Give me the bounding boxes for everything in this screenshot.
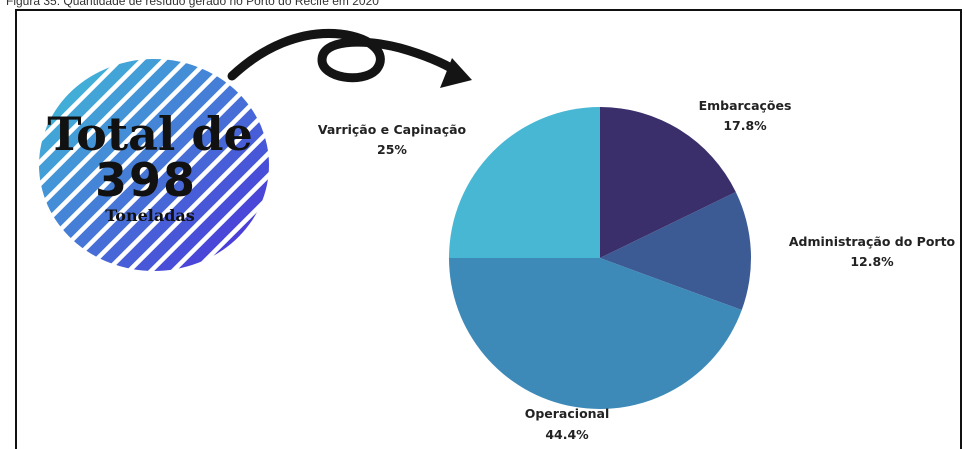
pie-slice-1 — [600, 191, 751, 311]
label-varricao-name: Varrição e Capinação — [318, 122, 467, 137]
badge-stripe — [166, 59, 269, 271]
figure-caption: Figura 35: Quantidade de resíduo gerado … — [6, 0, 379, 8]
badge-line1: Total de — [47, 107, 253, 161]
curly-arrow-icon — [227, 28, 472, 88]
badge-stripe — [39, 59, 233, 271]
label-administracao-value: 12.8% — [850, 254, 894, 269]
badge-stripe — [39, 59, 167, 271]
badge-stripe — [0, 50, 9, 285]
badge-stripe — [232, 59, 269, 271]
pie-slice-2 — [449, 258, 742, 409]
label-operacional-name: Operacional — [525, 406, 610, 421]
badge-stripe — [0, 50, 31, 285]
label-administracao-name: Administração do Porto — [789, 234, 956, 249]
slice-labels: Embarcações 17.8% Administração do Porto… — [318, 98, 956, 442]
badge-stripe — [100, 59, 269, 271]
badge-unit: Toneladas — [105, 206, 195, 225]
pie-slices — [449, 107, 751, 409]
badge-stripe — [39, 59, 123, 271]
badge-stripe — [122, 59, 269, 271]
badge-stripe — [39, 59, 145, 271]
badge-stripe — [39, 59, 211, 271]
badge-total-value: 398 — [95, 153, 197, 207]
label-operacional-value: 44.4% — [545, 427, 589, 442]
label-embarcacoes-value: 17.8% — [723, 118, 767, 133]
badge-stripe — [39, 59, 189, 271]
label-varricao-value: 25% — [377, 142, 407, 157]
badge-stripe — [144, 59, 269, 271]
label-embarcacoes-name: Embarcações — [699, 98, 792, 113]
pie-slice-3 — [449, 107, 600, 258]
pie-slice-0 — [600, 107, 736, 258]
badge-stripe — [78, 59, 269, 271]
figure-frame — [15, 9, 962, 449]
